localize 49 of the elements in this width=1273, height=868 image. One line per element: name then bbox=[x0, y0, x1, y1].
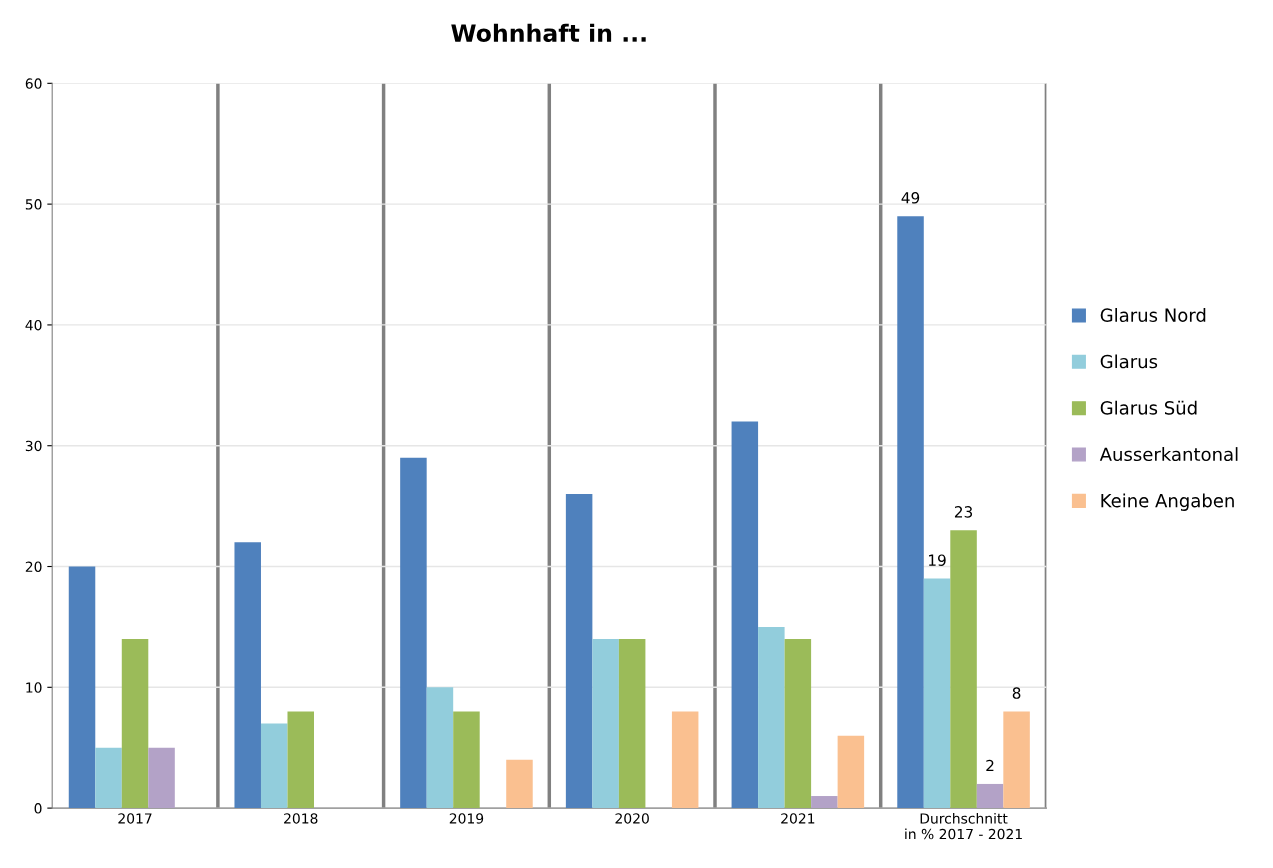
bar bbox=[287, 711, 314, 809]
x-tick-label: Durchschnitt in % 2017 - 2021 bbox=[905, 812, 1022, 840]
y-tick-label: 10 bbox=[26, 682, 42, 693]
y-tick-label: 0 bbox=[34, 803, 42, 814]
bar bbox=[758, 626, 785, 809]
bar bbox=[592, 638, 619, 809]
bar bbox=[976, 783, 1004, 809]
bar bbox=[565, 494, 593, 809]
data-label: 49 bbox=[901, 192, 920, 204]
bar bbox=[260, 723, 288, 809]
bar bbox=[731, 421, 759, 809]
legend-label: Keine Angaben bbox=[1101, 493, 1234, 511]
y-tick-label: 30 bbox=[25, 440, 42, 452]
legend-label: Glarus bbox=[1100, 354, 1158, 369]
bar bbox=[784, 638, 812, 809]
x-tick-label: 2019 bbox=[449, 813, 484, 824]
bar bbox=[897, 216, 924, 809]
legend-label: Glarus Nord bbox=[1100, 308, 1206, 322]
legend-label: Glarus Süd bbox=[1100, 400, 1197, 415]
y-tick-label: 40 bbox=[25, 319, 42, 331]
bar bbox=[1003, 711, 1030, 809]
bar bbox=[923, 578, 951, 809]
bar bbox=[506, 759, 533, 809]
bar bbox=[68, 566, 96, 809]
y-tick-label: 60 bbox=[25, 78, 42, 89]
x-tick-label: 2017 bbox=[118, 813, 152, 824]
bar bbox=[148, 747, 175, 809]
bar bbox=[671, 711, 699, 809]
y-tick-label: 50 bbox=[25, 199, 42, 210]
bar bbox=[618, 638, 646, 809]
data-label: 2 bbox=[986, 759, 994, 772]
bar bbox=[837, 735, 865, 809]
x-tick-label: 2018 bbox=[284, 813, 318, 824]
chart-title: Wohnhaft in ... bbox=[451, 23, 646, 42]
bar bbox=[811, 796, 838, 809]
data-label: 8 bbox=[1012, 687, 1021, 699]
x-tick-label: 2020 bbox=[615, 813, 649, 824]
y-tick-label: 20 bbox=[25, 561, 42, 572]
bar bbox=[400, 457, 427, 809]
bar bbox=[453, 711, 480, 809]
legend-label: Ausserkantonal bbox=[1099, 447, 1238, 462]
bar bbox=[95, 747, 122, 809]
bar bbox=[234, 542, 261, 809]
bar bbox=[121, 638, 149, 809]
x-tick-label: 2021 bbox=[781, 813, 815, 824]
bar bbox=[950, 530, 977, 809]
data-label: 23 bbox=[954, 506, 973, 518]
bar bbox=[426, 687, 454, 809]
data-label: 19 bbox=[929, 554, 946, 566]
